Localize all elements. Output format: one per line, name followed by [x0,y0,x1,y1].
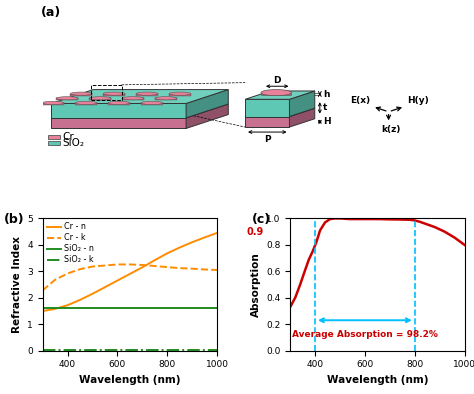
Polygon shape [108,103,130,105]
Polygon shape [290,91,315,117]
Polygon shape [51,104,228,118]
Cr - n [214,230,220,235]
Text: (c): (c) [252,213,271,226]
Ellipse shape [169,92,191,95]
Cr - n [77,297,83,302]
Cr - n [189,240,195,245]
Polygon shape [245,91,315,99]
Cr - n [139,265,145,270]
Ellipse shape [141,101,163,104]
Ellipse shape [42,101,64,104]
Polygon shape [51,89,228,104]
Cr - n [102,285,108,290]
Cr - k [77,267,83,271]
Text: D: D [273,76,281,85]
Polygon shape [75,103,97,105]
Cr - k [189,266,195,271]
Ellipse shape [108,101,130,104]
Cr - n [164,251,170,256]
Line: Cr - n: Cr - n [43,233,217,311]
FancyBboxPatch shape [48,135,60,139]
Cr - n [177,245,182,250]
Cr - k [127,262,133,267]
Cr - n [65,303,71,308]
Polygon shape [290,108,315,127]
Text: E(x): E(x) [350,96,370,105]
Text: 0.9: 0.9 [247,227,264,237]
Polygon shape [42,103,64,105]
Polygon shape [141,103,163,105]
Text: H(y): H(y) [407,96,428,105]
Text: (a): (a) [41,6,61,19]
Text: (b): (b) [4,213,25,226]
Polygon shape [186,89,228,118]
FancyBboxPatch shape [48,141,60,145]
Ellipse shape [75,101,97,104]
Y-axis label: Absorption: Absorption [251,252,261,317]
Cr - n [40,309,46,313]
Cr - k [40,288,46,293]
X-axis label: Wavelength (nm): Wavelength (nm) [79,375,181,385]
Bar [91,85,121,100]
Ellipse shape [70,92,92,95]
Cr - k [115,262,120,267]
Line: Cr - k: Cr - k [43,264,217,290]
Text: Average Absorption = 98.2%: Average Absorption = 98.2% [292,330,438,339]
Text: P: P [264,135,271,144]
Polygon shape [186,104,228,128]
Cr - k [152,264,157,268]
Polygon shape [51,104,186,118]
Ellipse shape [261,89,292,96]
Ellipse shape [56,97,78,100]
Cr - n [90,292,95,296]
Polygon shape [56,98,78,100]
Text: Cr: Cr [62,132,74,142]
Polygon shape [169,94,191,96]
Ellipse shape [103,92,125,95]
Polygon shape [136,94,158,96]
Polygon shape [51,118,186,128]
Polygon shape [245,117,290,127]
Polygon shape [155,98,177,100]
Cr - k [102,263,108,268]
Text: t: t [323,103,327,112]
Cr - k [164,265,170,269]
Ellipse shape [122,97,144,100]
Polygon shape [122,98,144,100]
Cr - k [139,263,145,268]
Cr - k [177,266,182,271]
Polygon shape [103,94,125,96]
Ellipse shape [136,92,158,95]
X-axis label: Wavelength (nm): Wavelength (nm) [327,375,428,385]
Text: h: h [323,89,329,98]
Text: H: H [323,117,330,126]
Cr - n [152,258,157,262]
Polygon shape [245,108,315,117]
Cr - k [52,277,58,282]
Cr - k [65,271,71,276]
Cr - n [115,278,120,283]
Polygon shape [70,94,92,96]
Cr - n [52,307,58,311]
Ellipse shape [155,97,177,100]
Cr - k [90,264,95,269]
Polygon shape [261,93,292,95]
Text: k(z): k(z) [381,125,401,134]
Cr - k [214,268,220,272]
Cr - k [201,267,207,272]
Cr - n [201,235,207,240]
Cr - n [127,271,133,276]
Ellipse shape [89,97,111,100]
Legend: Cr - n, Cr - k, SiO₂ - n, SiO₂ - k: Cr - n, Cr - k, SiO₂ - n, SiO₂ - k [45,221,95,266]
Polygon shape [89,98,111,100]
Text: SiO₂: SiO₂ [62,138,84,148]
Polygon shape [245,99,290,117]
Y-axis label: Refractive Index: Refractive Index [12,236,22,333]
